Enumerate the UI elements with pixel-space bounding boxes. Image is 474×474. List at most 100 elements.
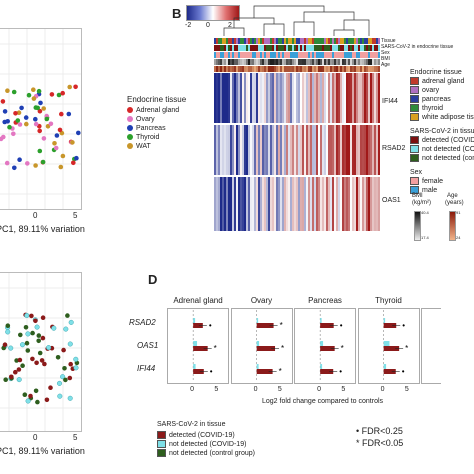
tissue-legend-item: WAT <box>127 142 186 151</box>
annotation-tissue-cell <box>284 38 287 44</box>
heatmap-cell <box>280 177 283 231</box>
annotation-tissue-cell <box>282 38 285 44</box>
significance-marker: • <box>402 321 405 330</box>
heatmap-cell <box>320 177 323 231</box>
annotation-bmi-cell <box>234 59 237 65</box>
annotation-tissue-cell <box>320 38 323 44</box>
tissue-legend-swatch <box>127 107 133 114</box>
heatmap-cell <box>316 125 319 175</box>
annotation-tissue-cell <box>216 38 219 44</box>
sample-point <box>37 108 43 114</box>
gene-label-ifi44: IFI44 <box>382 98 398 105</box>
annotation-tissue-cell <box>306 38 309 44</box>
pca-plot-tissue <box>0 28 82 210</box>
heatmap-cell <box>296 73 299 123</box>
significance-marker: * <box>279 367 282 376</box>
heatmap-cell <box>216 177 219 231</box>
annotation-sars-cell <box>274 45 277 51</box>
heatmap-cell <box>262 73 265 123</box>
age-tick-min: 24 <box>456 235 461 240</box>
sample-point <box>13 111 18 116</box>
annotation-sex-cell <box>250 52 253 58</box>
fold-change-xtick-5: 5 <box>341 386 346 393</box>
annotation-sars-cell <box>284 45 287 51</box>
annotation-sars-cell <box>280 45 283 51</box>
heatmap-cell <box>244 177 247 231</box>
annotation-bmi-cell <box>342 59 345 65</box>
annotation-tissue-cell <box>252 38 255 44</box>
heatmap-cell <box>230 125 233 175</box>
annotation-bmi-cell <box>320 59 323 65</box>
bar-detected <box>193 369 204 374</box>
annotation-bmi-cell <box>310 59 313 65</box>
annotation-sex-cell <box>242 52 245 58</box>
annotation-bmi-cell <box>284 59 287 65</box>
heatmap-cell <box>284 177 287 231</box>
annotation-sex-cell <box>322 52 325 58</box>
annotation-tissue-cell <box>270 38 273 44</box>
annotation-tissue-cell <box>376 38 379 44</box>
annotation-sex-cell <box>356 52 359 58</box>
heatmap-cell <box>318 73 321 123</box>
annotation-sex-cell <box>368 52 371 58</box>
sample-point <box>40 159 46 165</box>
heatmap-cell <box>370 73 373 123</box>
dendrogram-branch <box>223 27 245 36</box>
heatmap-cell <box>328 177 331 231</box>
sars-tissue-legend-item: not detected (COVID-19) <box>157 440 255 449</box>
heatmap-cell <box>306 73 309 123</box>
sample-point <box>41 106 46 111</box>
heatmap-cell <box>322 73 325 123</box>
heatmap-cell <box>258 125 261 175</box>
heatmap-cell <box>252 177 255 231</box>
sample-point <box>59 111 64 117</box>
annotation-age-cell <box>292 66 295 72</box>
annotation-bmi-cell <box>252 59 255 65</box>
heatmap-cell <box>342 73 345 123</box>
heatmap-cell <box>300 177 303 231</box>
annotation-tissue-cell <box>272 38 275 44</box>
annotation-sars-cell <box>346 45 349 51</box>
bar-not-detected <box>193 364 196 369</box>
annotation-sex-cell <box>378 52 380 58</box>
heatmap-cell <box>238 125 241 175</box>
pca-a-xtick-5: 5 <box>73 211 78 220</box>
annotation-sex-cell <box>232 52 235 58</box>
bar-not-detected <box>383 318 386 323</box>
heatmap-cell <box>288 125 291 175</box>
heatmap-cell <box>314 125 317 175</box>
annotation-bmi-cell <box>240 59 243 65</box>
annotation-tissue-cell <box>268 38 271 44</box>
heatmap-cell <box>238 177 241 231</box>
annotation-tissue-cell <box>258 38 261 44</box>
heatmap-sex-legend-item: female <box>410 177 474 186</box>
heatmap-tissue-legend-swatch <box>410 77 419 86</box>
annotation-tissue-cell <box>234 38 237 44</box>
annotation-bmi-cell <box>340 59 343 65</box>
bar-not-detected <box>256 341 260 346</box>
annotation-age-cell <box>312 66 315 72</box>
sample-point <box>19 105 24 111</box>
pca-scatter-sars <box>0 273 81 431</box>
heatmap-cell <box>310 125 313 175</box>
bmi-legend-unit: (kg/m²) <box>412 200 431 206</box>
annotation-sars-cell <box>306 45 309 51</box>
annotation-sex-cell <box>220 52 223 58</box>
sample-point <box>36 88 42 94</box>
heatmap-cell <box>352 177 355 231</box>
heatmap-sex-legend-swatch <box>410 177 419 186</box>
sample-point <box>15 118 21 123</box>
heatmap-cell <box>232 177 235 231</box>
bmi-tick-min: 17.4 <box>421 235 429 240</box>
annotation-age-cell <box>248 66 251 72</box>
tissue-legend-label: Thyroid <box>136 134 160 141</box>
sample-point <box>33 318 38 324</box>
annotation-age-cell <box>326 66 329 72</box>
annotation-sars-cell <box>268 45 271 51</box>
heatmap-cell <box>264 125 267 175</box>
gene-label-rsad2: RSAD2 <box>382 145 406 152</box>
annotation-tissue-cell <box>218 38 221 44</box>
heatmap-cell <box>324 125 327 175</box>
annotation-tissue-cell <box>318 38 321 44</box>
annotation-sars-cell <box>376 45 379 51</box>
